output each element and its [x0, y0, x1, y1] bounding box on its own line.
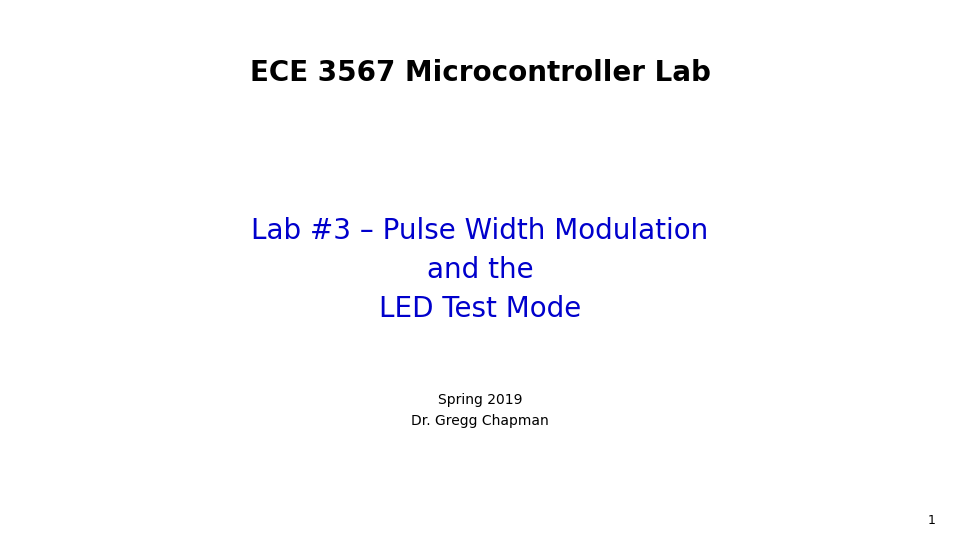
Text: ECE 3567 Microcontroller Lab: ECE 3567 Microcontroller Lab [250, 59, 710, 87]
Text: Spring 2019
Dr. Gregg Chapman: Spring 2019 Dr. Gregg Chapman [411, 393, 549, 428]
Text: 1: 1 [928, 514, 936, 526]
Text: Lab #3 – Pulse Width Modulation
and the
LED Test Mode: Lab #3 – Pulse Width Modulation and the … [252, 217, 708, 323]
